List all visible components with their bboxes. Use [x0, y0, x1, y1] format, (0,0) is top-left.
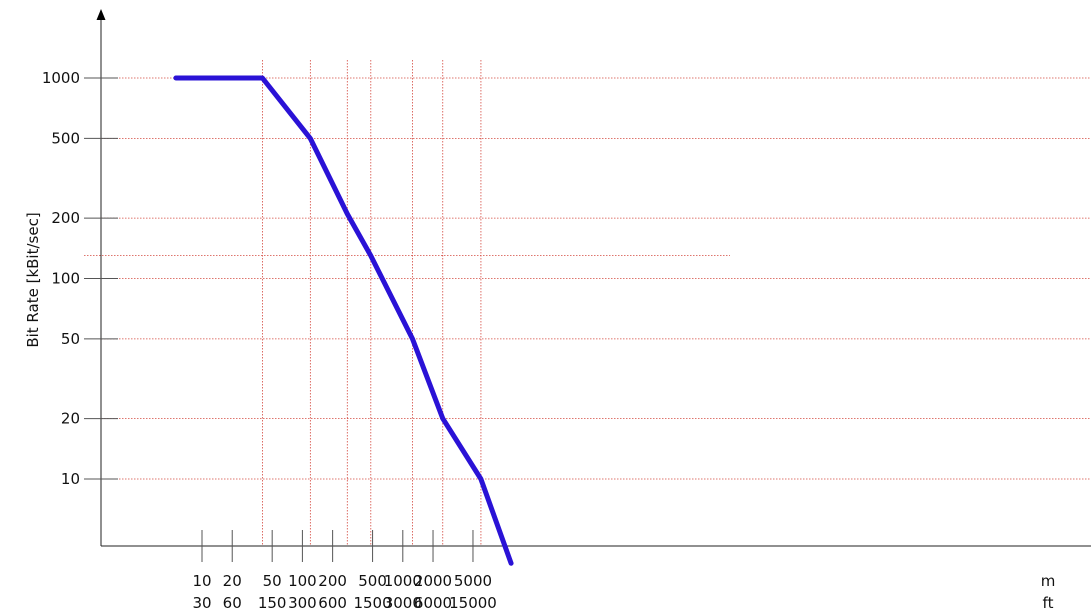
- x-tick-label-m: 5000: [454, 572, 492, 590]
- x-tick-label-ft: 30: [192, 594, 211, 610]
- y-axis-label: Bit Rate [kBit/sec]: [24, 212, 42, 347]
- x-tick-label-m: 1000: [384, 572, 422, 590]
- x-tick-label-ft: 150: [258, 594, 287, 610]
- y-axis-arrow-icon: [96, 9, 106, 20]
- grid-layer: [84, 60, 1091, 546]
- x-tick-label-m: 2000: [414, 572, 452, 590]
- x-unit-label-ft: ft: [1043, 594, 1054, 610]
- x-tick-label-ft: 6000: [414, 594, 452, 610]
- x-tick-label-ft: 3000: [384, 594, 422, 610]
- x-tick-label-m: 50: [263, 572, 282, 590]
- y-tick-label: 50: [61, 330, 80, 348]
- x-tick-label-ft: 600: [318, 594, 347, 610]
- y-tick-label: 1000: [42, 69, 80, 87]
- x-tick-label-ft: 60: [223, 594, 242, 610]
- x-unit-label-m: m: [1041, 572, 1056, 590]
- x-tick-label-ft: 15000: [449, 594, 497, 610]
- x-tick-label-m: 100: [288, 572, 317, 590]
- y-tick-label: 10: [61, 470, 80, 488]
- x-tick-label-m: 10: [192, 572, 211, 590]
- y-tick-label: 500: [51, 129, 80, 147]
- x-tick-label-ft: 1500: [353, 594, 391, 610]
- y-tick-label: 20: [61, 410, 80, 428]
- ticks-layer: 1020501002005001000103020605015010030020…: [42, 69, 497, 610]
- x-tick-label-m: 500: [358, 572, 387, 590]
- x-tick-label-ft: 300: [288, 594, 317, 610]
- axes-layer: [96, 9, 1091, 547]
- x-tick-label-m: 200: [318, 572, 347, 590]
- y-tick-label: 100: [51, 270, 80, 288]
- series-layer: [173, 75, 514, 566]
- bitrate-series-line: [173, 75, 514, 566]
- y-tick-label: 200: [51, 209, 80, 227]
- x-tick-label-m: 20: [223, 572, 242, 590]
